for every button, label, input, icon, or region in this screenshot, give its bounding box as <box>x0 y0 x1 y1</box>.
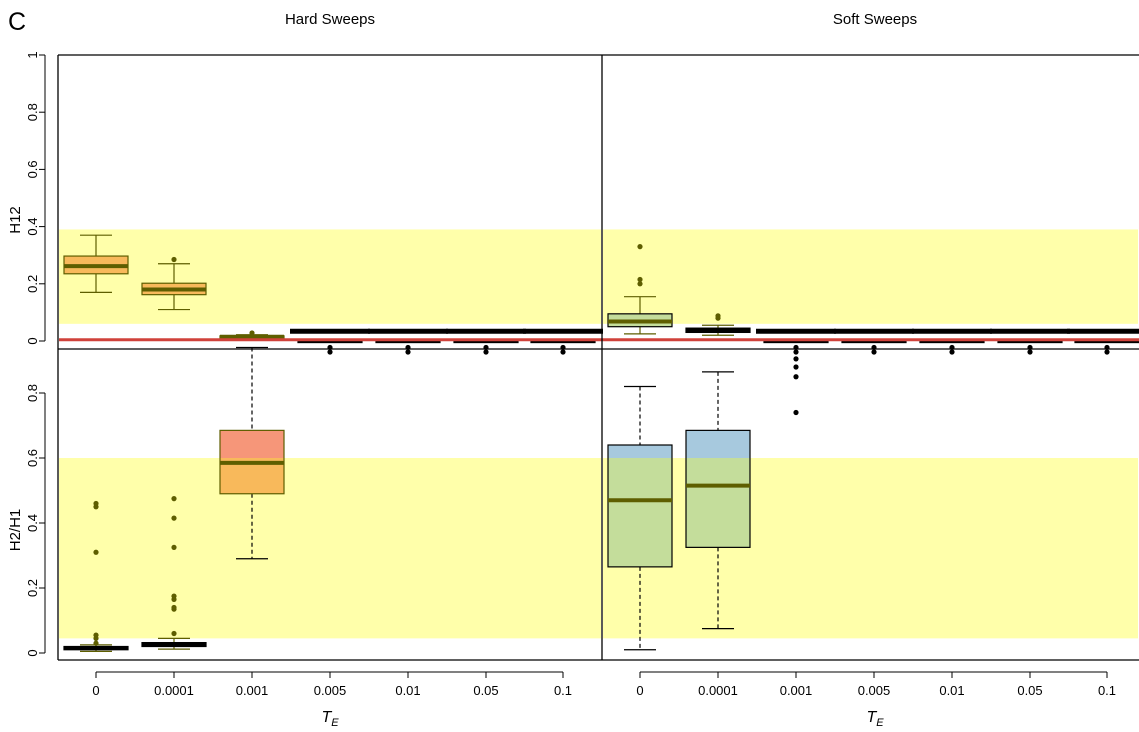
x-tick-label: 0.01 <box>939 683 964 698</box>
box-h12-0-0 <box>63 234 129 293</box>
x-tick-label: 0 <box>92 683 99 698</box>
box-h2h1-1-0.001 <box>756 328 836 416</box>
outlier-point <box>171 515 177 521</box>
outlier-point <box>949 349 955 355</box>
outlier-point <box>171 256 177 263</box>
y-axis-label: H2/H1 <box>7 509 24 552</box>
x-tick-label: 0.0001 <box>154 683 194 698</box>
x-tick-label: 0.1 <box>1098 683 1116 698</box>
box-h2h1-0-0.0001 <box>141 496 207 650</box>
outlier-point <box>327 349 333 355</box>
box-h2h1-1-0 <box>607 385 673 651</box>
x-tick-label: 0.005 <box>314 683 347 698</box>
panel-letter: C <box>8 8 26 36</box>
column-title-soft-sweeps: Soft Sweeps <box>833 11 917 28</box>
box-body-lower <box>686 458 750 548</box>
highlight-band-h2h1-1 <box>603 458 1138 639</box>
x-axis-0: 0 0.0001 0.001 0.005 0.01 0.05 0.1 TE <box>92 671 572 729</box>
y-axis-0: 0 0.2 0.4 0.6 0.8 1 H12 <box>7 51 46 345</box>
outlier-point <box>483 349 489 355</box>
x-tick-label: 0.001 <box>236 683 269 698</box>
highlight-band-h12-1 <box>603 229 1138 324</box>
box-h12-1-0.0001 <box>685 313 751 336</box>
plot-frame <box>57 54 1139 661</box>
outlier-point <box>93 549 99 555</box>
y-tick-label: 0.6 <box>25 449 40 467</box>
highlight-band-h2h1-0 <box>59 458 601 639</box>
outlier-point <box>171 630 177 637</box>
outlier-point <box>1027 349 1033 355</box>
box-body-upper <box>686 430 750 458</box>
y-tick-label: 0 <box>25 649 40 656</box>
outlier-point <box>871 349 877 355</box>
box-h2h1-1-0.0001 <box>685 371 751 630</box>
outlier-point <box>637 281 643 287</box>
x-tick-label: 0.01 <box>395 683 420 698</box>
y-tick-label: 0.8 <box>25 384 40 402</box>
y-tick-label: 0.4 <box>25 218 40 236</box>
y-tick-label: 0.2 <box>25 275 40 293</box>
outlier-point <box>560 349 566 355</box>
x-axis-1: 0 0.0001 0.001 0.005 0.01 0.05 0.1 TE <box>636 671 1116 729</box>
box-h2h1-1-0.1 <box>1067 328 1139 355</box>
outlier-point <box>793 364 799 370</box>
outlier-point <box>249 330 255 336</box>
box-body-upper <box>220 430 284 458</box>
box-body-upper <box>608 445 672 458</box>
outlier-point <box>1104 349 1110 355</box>
y-axis-label: H12 <box>7 206 24 234</box>
x-axis-label: TE <box>866 709 884 729</box>
outlier-point <box>715 313 721 319</box>
column-title-hard-sweeps: Hard Sweeps <box>285 11 375 28</box>
y-tick-label: 0.6 <box>25 160 40 178</box>
y-axis-1: 0 0.2 0.4 0.6 0.8 H2/H1 <box>7 384 46 657</box>
highlight-band-h12-0 <box>59 229 601 324</box>
x-tick-label: 0.05 <box>473 683 498 698</box>
x-axis-label: TE <box>321 709 339 729</box>
outlier-point <box>171 593 177 599</box>
x-tick-label: 0.1 <box>554 683 572 698</box>
outlier-point <box>793 356 799 362</box>
x-tick-label: 0.05 <box>1017 683 1042 698</box>
box-h12-0-0.001 <box>219 330 285 340</box>
y-tick-label: 0.2 <box>25 579 40 597</box>
outlier-point <box>93 632 99 638</box>
outlier-point <box>405 349 411 355</box>
box-h12-1-0 <box>607 244 673 335</box>
outlier-point <box>637 244 643 250</box>
outlier-point <box>637 276 643 283</box>
box-h12-0-0.0001 <box>141 256 207 311</box>
outlier-point <box>793 349 799 355</box>
outlier-point <box>171 496 177 502</box>
x-tick-label: 0.0001 <box>698 683 738 698</box>
outlier-point <box>171 544 177 550</box>
y-tick-label: 0.8 <box>25 103 40 121</box>
box-h2h1-0-0 <box>63 500 129 652</box>
x-tick-label: 0.001 <box>780 683 813 698</box>
outlier-point <box>793 409 799 416</box>
box-body-lower <box>608 458 672 567</box>
box-outline <box>685 429 751 548</box>
outlier-point <box>171 604 177 611</box>
outlier-point <box>93 500 99 507</box>
x-tick-label: 0.005 <box>858 683 891 698</box>
plot-area: 0 0.2 0.4 0.6 0.8 1 H12 0 0.2 0.4 0.6 0.8 H2/H1 0 0.00… <box>7 51 1139 729</box>
box-outline <box>607 444 673 568</box>
y-tick-label: 0.4 <box>25 514 40 532</box>
outlier-point <box>93 640 99 646</box>
y-tick-label: 0 <box>25 337 40 344</box>
x-tick-label: 0 <box>636 683 643 698</box>
y-tick-label: 1 <box>25 51 40 58</box>
box-h2h1-0-0.001 <box>219 346 285 560</box>
outlier-point <box>793 374 799 380</box>
